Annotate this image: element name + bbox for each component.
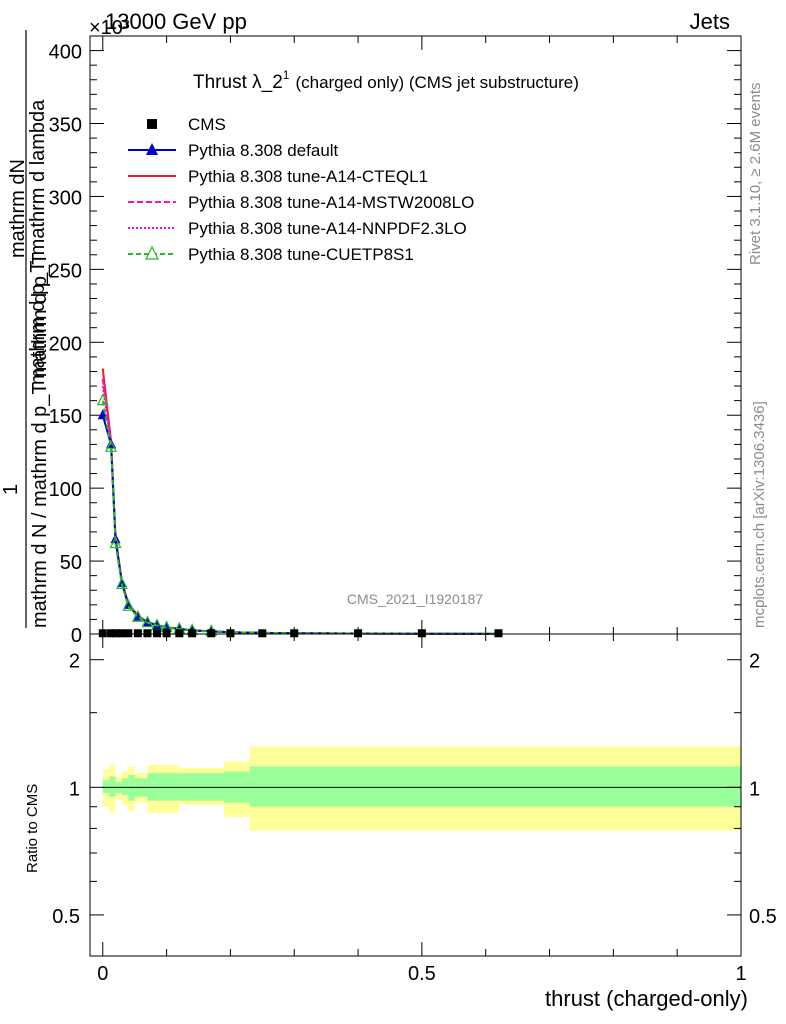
cuetp8s1-point xyxy=(96,393,109,406)
plot-title: Thrust λ_21 (charged only) (CMS jet subst… xyxy=(193,68,579,93)
y-tick-label: 200 xyxy=(49,333,82,355)
legend-label: CMS xyxy=(188,115,226,134)
ylabel-numerator-2: mathrm d p_T mathrm d lambda xyxy=(27,99,49,385)
series-line xyxy=(101,400,499,635)
energy-label: 13000 GeV pp xyxy=(105,9,247,34)
y-tick-label: 350 xyxy=(49,115,82,137)
cms-point xyxy=(494,629,503,638)
plot-title-main: Thrust λ_2 xyxy=(193,72,283,93)
main-ylabel: mathrm dN mathrm d p_T mathrm d lambda 1… xyxy=(0,30,51,628)
cuetp8s1-point xyxy=(122,598,135,611)
cms-point xyxy=(143,629,152,638)
x-tick-label: 0.5 xyxy=(408,963,436,985)
ratio-y-tick-label-right: 0.5 xyxy=(749,906,777,928)
cms-point xyxy=(111,629,120,638)
ylabel-numerator: mathrm dN xyxy=(7,159,29,258)
cuetp8s1-point xyxy=(131,609,144,622)
cms-point xyxy=(117,629,126,638)
plot-title-rest: (charged only) (CMS jet substructure) xyxy=(295,73,578,92)
xaxis-label: thrust (charged-only) xyxy=(545,986,748,1011)
cms-point xyxy=(98,629,107,638)
ratio-y-tick-label: 0.5 xyxy=(52,906,80,928)
ylabel-denominator: mathrm d N / mathrm d p_T mathrm d p_T xyxy=(29,253,51,628)
default-point xyxy=(161,621,172,632)
ratio-ylabel: Ratio to CMS xyxy=(24,784,41,873)
mcplots-label: mcplots.cern.ch [arXiv:1306.3436] xyxy=(751,401,768,628)
cuetp8s1-point xyxy=(105,439,118,452)
y-tick-label: 150 xyxy=(49,406,82,428)
cms-point xyxy=(258,629,267,638)
y-tick-label: 300 xyxy=(49,187,82,209)
exponent-label: ×10³ xyxy=(89,17,130,39)
cms-point xyxy=(175,629,184,638)
y-tick-label: 100 xyxy=(49,479,82,501)
plot-watermark: CMS_2021_I1920187 xyxy=(347,591,483,607)
y-tick-label: 250 xyxy=(49,260,82,282)
legend-marker-cms xyxy=(147,119,157,129)
legend-label: Pythia 8.308 tune-A14-NNPDF2.3LO xyxy=(188,219,467,238)
cms-point xyxy=(417,629,426,638)
x-tick-label: 1 xyxy=(735,963,746,985)
legend-label: Pythia 8.308 tune-A14-MSTW2008LO xyxy=(188,193,474,212)
cms-point xyxy=(207,629,216,638)
legend-marker-open-triangle xyxy=(145,245,159,260)
ratio-band-inner xyxy=(121,778,129,795)
ratio-band-inner xyxy=(249,766,741,807)
ratio-y-tick-label-right: 2 xyxy=(749,651,760,673)
ratio-plot-frame xyxy=(89,633,742,957)
ratio-y-tick-label: 2 xyxy=(69,651,80,673)
cms-point xyxy=(226,629,235,638)
plot-title-sup: 1 xyxy=(283,68,290,82)
rivet-label: Rivet 3.1.10, ≥ 2.6M events xyxy=(747,83,764,266)
cms-point xyxy=(354,629,363,638)
y-tick-label: 0 xyxy=(71,625,82,647)
cuetp8s1-point xyxy=(109,536,122,549)
legend-label: Pythia 8.308 tune-A14-CTEQL1 xyxy=(188,167,428,186)
y-tick-label: 50 xyxy=(60,552,82,574)
legend: CMS Pythia 8.308 default Pythia 8.308 tune… xyxy=(128,115,474,264)
main-plot-marks: 0 50 100 150 200 250 300 350 400 xyxy=(49,36,742,647)
cms-point xyxy=(290,629,299,638)
cms-point xyxy=(153,629,162,638)
cms-point xyxy=(133,629,142,638)
ratio-y-tick-label-right: 1 xyxy=(749,778,760,800)
cms-point xyxy=(107,629,116,638)
legend-marker-triangle xyxy=(146,143,158,155)
process-label: Jets xyxy=(690,9,730,34)
cms-point xyxy=(162,629,171,638)
cuetp8s1-point xyxy=(115,577,128,590)
cms-point xyxy=(124,629,133,638)
y-tick-label: 400 xyxy=(49,42,82,64)
legend-label: Pythia 8.308 default xyxy=(188,141,339,160)
ratio-band-inner xyxy=(102,780,110,793)
cuetp8s1-point xyxy=(141,615,154,628)
ylabel-one: 1 xyxy=(0,484,22,495)
x-tick-label: 0 xyxy=(97,963,108,985)
ratio-band-inner xyxy=(109,776,116,797)
legend-label: Pythia 8.308 tune-CUETP8S1 xyxy=(188,245,414,264)
cms-point xyxy=(188,629,197,638)
default-point xyxy=(152,619,163,630)
ratio-y-tick-label: 1 xyxy=(69,778,80,800)
ratio-plot-marks: 0.5 0.5 1 1 2 2 0 0.5 1 xyxy=(52,634,777,985)
